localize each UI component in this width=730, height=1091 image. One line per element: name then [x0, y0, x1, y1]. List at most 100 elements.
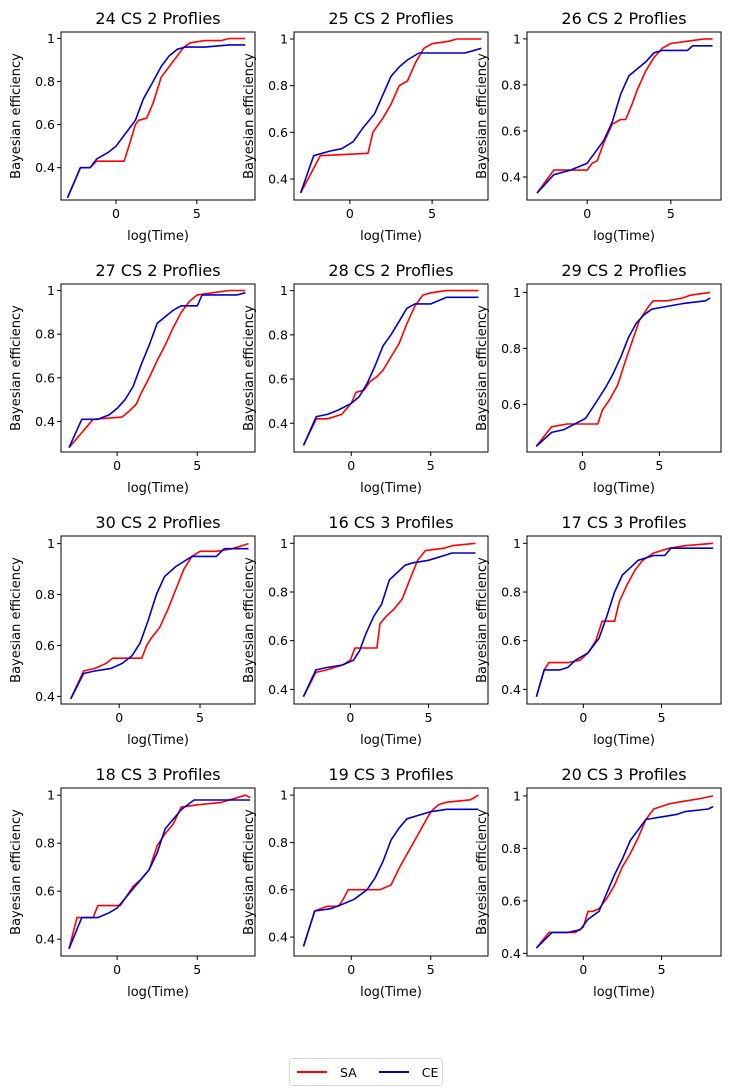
x-tick-label: 5 [427, 962, 435, 977]
y-axis-label: Bayesian efficiency [475, 305, 490, 431]
series-line-sa [68, 289, 246, 449]
subplot-title: 18 CS 3 Profiles [95, 765, 220, 784]
x-axis-label: log(Time) [127, 229, 189, 244]
subplot: 30 CS 2 Proflies 0 5 0.4 0.6 0.8 1 log(Time) Bay… [9, 513, 256, 748]
y-tick-label: 0.6 [268, 125, 288, 140]
x-tick-label: 5 [425, 710, 433, 725]
y-tick-label: 1 [47, 31, 55, 46]
x-tick-label: 0 [346, 710, 354, 725]
y-tick-label: 0.8 [501, 841, 521, 856]
series-line-sa [535, 291, 711, 447]
subplot: 17 CS 3 Profiles 0 5 0.4 0.6 0.8 1 log(Time) Bay… [475, 513, 722, 748]
y-axis-label: Bayesian efficiency [242, 305, 257, 431]
axes-frame [60, 535, 256, 705]
y-tick-label: 0.6 [501, 633, 521, 648]
x-tick-label: 0 [112, 206, 120, 221]
y-tick-label: 0.8 [35, 327, 55, 342]
y-axis-label: Bayesian efficiency [242, 557, 257, 683]
y-tick-label: 0.6 [268, 633, 288, 648]
y-tick-label: 1 [280, 788, 288, 803]
series-line-ce [299, 47, 482, 194]
x-tick-label: 0 [346, 206, 354, 221]
axes-frame [60, 283, 256, 453]
x-tick-label: 0 [113, 962, 121, 977]
series-line-ce [535, 547, 714, 697]
series-line-ce [302, 808, 479, 947]
subplot: 26 CS 2 Proflies 0 5 0.4 0.6 0.8 1 log(Time) Bay… [475, 9, 722, 244]
y-tick-label: 0.6 [35, 638, 55, 653]
series-line-sa [536, 38, 713, 194]
axes-frame [60, 787, 256, 957]
axes-frame [526, 535, 722, 705]
x-tick-label: 5 [196, 710, 204, 725]
series-line-ce [535, 805, 714, 949]
y-tick-label: 0.4 [268, 172, 288, 187]
y-tick-label: 0.4 [35, 414, 55, 429]
subplot-title: 30 CS 2 Proflies [95, 513, 220, 532]
x-tick-label: 0 [583, 206, 591, 221]
y-tick-label: 0.4 [501, 946, 521, 961]
y-tick-label: 1 [280, 283, 288, 298]
legend-item-ce: CE [378, 1064, 439, 1080]
x-tick-label: 5 [427, 458, 435, 473]
x-tick-label: 5 [428, 206, 436, 221]
x-tick-label: 5 [655, 458, 663, 473]
axes-frame [293, 787, 489, 957]
axes-frame [60, 31, 256, 201]
y-tick-label: 0.8 [501, 585, 521, 600]
x-axis-label: log(Time) [593, 481, 655, 496]
subplot-title: 29 CS 2 Proflies [561, 261, 686, 280]
series-line-sa [68, 794, 251, 949]
y-axis-label: Bayesian efficiency [9, 557, 24, 683]
y-tick-label: 1 [47, 536, 55, 551]
series-line-sa [69, 542, 249, 700]
subplot-title: 26 CS 2 Proflies [561, 9, 686, 28]
series-line-ce [69, 547, 249, 700]
subplot: 28 CS 2 Proflies 0 5 0.4 0.6 0.8 1 log(Time) Bay… [242, 261, 489, 496]
y-tick-label: 0.8 [35, 74, 55, 89]
series-line-sa [299, 38, 482, 194]
subplot-title: 19 CS 3 Profiles [328, 765, 453, 784]
y-tick-label: 0.4 [35, 160, 55, 175]
y-tick-label: 1 [47, 283, 55, 298]
subplot: 27 CS 2 Proflies 0 5 0.4 0.6 0.8 1 log(Time) Bay… [9, 261, 256, 496]
x-tick-label: 5 [658, 710, 666, 725]
legend-label-ce: CE [421, 1064, 439, 1080]
series-line-sa [66, 37, 246, 199]
series-line-sa [302, 794, 479, 947]
y-tick-label: 0.4 [501, 682, 521, 697]
subplot-title: 17 CS 3 Profiles [561, 513, 686, 532]
series-line-ce [302, 296, 479, 446]
y-tick-label: 1 [513, 285, 521, 300]
x-axis-label: log(Time) [127, 481, 189, 496]
series-line-sa [302, 542, 476, 698]
x-tick-label: 0 [579, 962, 587, 977]
legend-swatch-ce [378, 1071, 409, 1073]
x-tick-label: 5 [193, 962, 201, 977]
y-tick-label: 1 [280, 32, 288, 47]
x-tick-label: 0 [579, 710, 587, 725]
x-axis-label: log(Time) [360, 481, 422, 496]
y-tick-label: 0.6 [268, 372, 288, 387]
axes-frame [293, 31, 489, 201]
y-tick-label: 1 [513, 536, 521, 551]
y-axis-label: Bayesian efficiency [9, 53, 24, 179]
x-axis-label: log(Time) [127, 733, 189, 748]
y-tick-label: 0.8 [501, 341, 521, 356]
axes-frame [526, 283, 722, 453]
y-tick-label: 0.6 [501, 397, 521, 412]
x-tick-label: 5 [193, 206, 201, 221]
y-tick-label: 0.8 [35, 587, 55, 602]
y-tick-label: 0.8 [501, 77, 521, 92]
x-axis-label: log(Time) [360, 229, 422, 244]
y-tick-label: 0.4 [501, 169, 521, 184]
y-tick-label: 0.4 [268, 930, 288, 945]
legend-label-sa: SA [340, 1064, 357, 1080]
legend: SA CE [289, 1058, 443, 1086]
legend-item-sa: SA [297, 1065, 357, 1080]
y-axis-label: Bayesian efficiency [9, 305, 24, 431]
axes-frame [526, 31, 722, 201]
y-tick-label: 0.6 [501, 123, 521, 138]
y-tick-label: 0.4 [268, 682, 288, 697]
